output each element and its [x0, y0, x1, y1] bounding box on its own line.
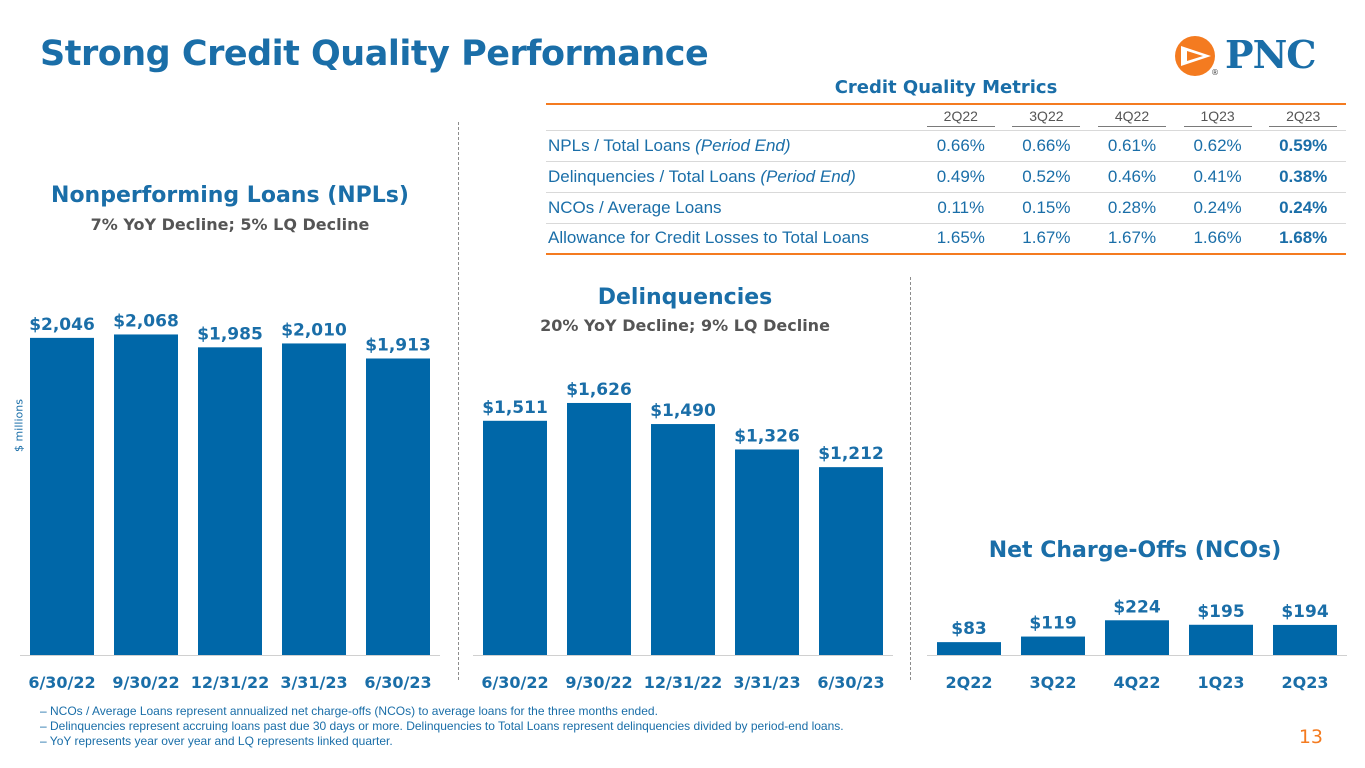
- table-cell: 0.61%: [1089, 129, 1175, 161]
- footnote: – Delinquencies represent accruing loans…: [40, 719, 844, 733]
- nco-bar: [937, 642, 1001, 655]
- delinquency-bar: [483, 420, 547, 655]
- section-divider: [910, 277, 911, 680]
- table-cell: 1.67%: [1089, 222, 1175, 254]
- pnc-logo: PNC ®: [1173, 32, 1333, 80]
- table-cell: 1.68%: [1260, 222, 1346, 254]
- delinquency-bar: [567, 402, 631, 655]
- nco-bar: [1273, 624, 1337, 655]
- page-title: Strong Credit Quality Performance: [40, 34, 709, 74]
- npl-category-label: 6/30/22: [28, 673, 95, 692]
- npl-category-label: 6/30/23: [364, 673, 431, 692]
- column-header: 3Q22: [1004, 104, 1090, 130]
- delinquency-data-label: $1,511: [482, 398, 548, 418]
- table-row: Allowance for Credit Losses to Total Loa…: [546, 222, 1346, 254]
- npl-data-label: $2,068: [113, 311, 179, 331]
- section-divider: [458, 122, 459, 680]
- nco-category-label: 2Q22: [946, 673, 993, 692]
- table-cell: 0.59%: [1260, 129, 1346, 161]
- table-row: NCOs / Average Loans 0.11% 0.15% 0.28% 0…: [546, 191, 1346, 223]
- npl-category-label: 12/31/22: [191, 673, 269, 692]
- npl-bar: [30, 337, 94, 655]
- credit-quality-table: 2Q22 3Q22 4Q22 1Q23 2Q23 NPLs / Total Lo…: [546, 103, 1346, 255]
- table-cell: 0.24%: [1174, 191, 1261, 223]
- table-header-row: 2Q22 3Q22 4Q22 1Q23 2Q23: [546, 104, 1346, 130]
- column-header: 2Q22: [918, 104, 1004, 130]
- nco-chart-title: Net Charge-Offs (NCOs): [988, 538, 1282, 563]
- npl-data-label: $2,046: [29, 315, 95, 335]
- column-header: 2Q23: [1260, 104, 1346, 130]
- nco-category-label: 4Q22: [1114, 673, 1161, 692]
- delinquency-category-label: 9/30/22: [565, 673, 632, 692]
- nco-data-label: $119: [1029, 614, 1076, 634]
- column-header: 4Q22: [1089, 104, 1175, 130]
- nco-bar: [1105, 620, 1169, 655]
- table-row: NPLs / Total Loans (Period End) 0.66% 0.…: [546, 129, 1346, 161]
- delinquencies-chart-title: Delinquencies: [597, 285, 773, 310]
- nco-data-label: $194: [1281, 602, 1328, 622]
- registered-mark: ®: [1211, 68, 1219, 77]
- nco-category-label: 3Q22: [1030, 673, 1077, 692]
- npl-chart-title: Nonperforming Loans (NPLs): [51, 183, 409, 208]
- table-cell: 0.38%: [1260, 160, 1346, 192]
- delinquency-category-label: 3/31/23: [733, 673, 800, 692]
- table-cell: 0.15%: [1003, 191, 1090, 223]
- row-label: NPLs / Total Loans (Period End): [546, 129, 918, 161]
- npl-bar: [198, 347, 262, 655]
- table-cell: 0.11%: [918, 191, 1004, 223]
- table-cell: 0.28%: [1089, 191, 1175, 223]
- npl-category-label: 9/30/22: [112, 673, 179, 692]
- table-row: Delinquencies / Total Loans (Period End)…: [546, 160, 1346, 192]
- table-cell: 0.41%: [1174, 160, 1261, 192]
- table-cell: 1.65%: [918, 222, 1004, 254]
- nco-category-label: 1Q23: [1198, 673, 1245, 692]
- delinquency-data-label: $1,212: [818, 444, 884, 464]
- nco-data-label: $83: [951, 619, 987, 639]
- delinquencies-chart-subtitle: 20% YoY Decline; 9% LQ Decline: [540, 316, 830, 335]
- pnc-logo-text: PNC: [1225, 32, 1317, 77]
- nco-data-label: $195: [1197, 602, 1244, 622]
- npl-category-label: 3/31/23: [280, 673, 347, 692]
- pnc-logo-icon: [1175, 36, 1215, 76]
- row-label: Delinquencies / Total Loans (Period End): [546, 160, 918, 192]
- npl-data-label: $1,913: [365, 335, 431, 355]
- delinquency-category-label: 6/30/22: [481, 673, 548, 692]
- column-header: 1Q23: [1175, 104, 1261, 130]
- table-cell: 0.49%: [918, 160, 1004, 192]
- row-label: Allowance for Credit Losses to Total Loa…: [546, 222, 918, 254]
- delinquency-bar: [819, 467, 883, 655]
- nco-category-label: 2Q23: [1282, 673, 1329, 692]
- table-cell: 0.62%: [1174, 129, 1261, 161]
- table-title: Credit Quality Metrics: [834, 77, 1058, 98]
- npl-bar: [282, 343, 346, 655]
- delinquency-category-label: 6/30/23: [817, 673, 884, 692]
- delinquency-category-label: 12/31/22: [644, 673, 722, 692]
- nco-data-label: $224: [1113, 597, 1160, 617]
- nco-bar: [1189, 624, 1253, 655]
- delinquency-bar: [735, 449, 799, 655]
- npl-bar: [114, 334, 178, 655]
- delinquency-data-label: $1,326: [734, 426, 800, 446]
- table-cell: 0.24%: [1260, 191, 1346, 223]
- npl-bar: [366, 358, 430, 655]
- delinquency-data-label: $1,626: [566, 380, 632, 400]
- footnote: – YoY represents year over year and LQ r…: [40, 734, 393, 748]
- nco-bar: [1021, 636, 1085, 655]
- footnotes: – NCOs / Average Loans represent annuali…: [40, 704, 844, 749]
- table-cell: 1.66%: [1174, 222, 1261, 254]
- delinquency-data-label: $1,490: [650, 401, 716, 421]
- npl-chart-subtitle: 7% YoY Decline; 5% LQ Decline: [90, 215, 370, 234]
- table-cell: 1.67%: [1003, 222, 1090, 254]
- npl-data-label: $1,985: [197, 324, 263, 344]
- table-cell: 0.46%: [1089, 160, 1175, 192]
- delinquency-bar: [651, 424, 715, 655]
- page-number: 13: [1298, 726, 1323, 748]
- table-cell: 0.52%: [1003, 160, 1090, 192]
- table-cell: 0.66%: [918, 129, 1004, 161]
- row-label: NCOs / Average Loans: [546, 191, 918, 223]
- footnote: – NCOs / Average Loans represent annuali…: [40, 704, 658, 718]
- npl-data-label: $2,010: [281, 320, 347, 340]
- table-cell: 0.66%: [1003, 129, 1090, 161]
